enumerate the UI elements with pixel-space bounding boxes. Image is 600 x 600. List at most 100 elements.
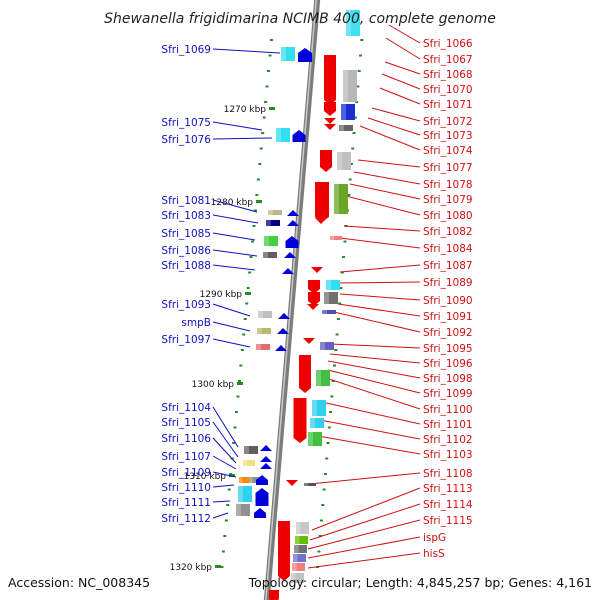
minor-tick (236, 395, 240, 398)
gene-feature-highlight (294, 545, 299, 553)
forward-gene-arrow (324, 102, 336, 116)
kbp-tick-layer: 1270 kbp 1280 kbp 1290 kbp 1300 kbp 1310 kbp… (170, 39, 364, 573)
forward-gene-arrow (324, 124, 336, 130)
minor-tick (349, 163, 353, 165)
forward-gene-label: Sfri_1115 (423, 515, 473, 527)
reverse-gene-label: Sfri_1104 (161, 402, 211, 414)
minor-tick (246, 287, 250, 289)
reverse-gene-arrow (278, 313, 290, 319)
minor-tick (335, 333, 339, 336)
minor-tick (353, 116, 357, 119)
reverse-gene-arrow (284, 252, 296, 258)
kbp-tick (229, 474, 235, 477)
forward-label-connector (307, 552, 421, 569)
minor-tick (232, 442, 236, 444)
kbp-label: 1310 kbp (184, 472, 227, 482)
forward-label-connector (337, 281, 421, 284)
forward-gene-label: Sfri_1114 (423, 499, 473, 511)
minor-tick (359, 54, 363, 57)
forward-gene-label: Sfri_1103 (423, 449, 473, 461)
minor-tick (245, 302, 249, 305)
gene-feature-highlight (295, 536, 300, 544)
reverse-label-connector (212, 199, 258, 213)
gene-feature-box (236, 504, 250, 516)
minor-tick (325, 457, 329, 460)
gene-feature-box (258, 311, 272, 318)
gene-feature-box (268, 210, 282, 215)
forward-label-connector (321, 401, 421, 425)
forward-gene-label: Sfri_1095 (423, 343, 473, 355)
reverse-label-connector (212, 455, 237, 470)
minor-tick (243, 318, 247, 320)
gene-feature-highlight (264, 236, 269, 246)
gene-feature-box (322, 310, 336, 314)
gene-feature-box (337, 152, 351, 170)
forward-gene-label: Sfri_1073 (423, 130, 473, 142)
minor-tick (360, 39, 364, 41)
gene-feature-box (293, 554, 306, 562)
minor-tick (240, 349, 244, 351)
reverse-gene-label: Sfri_1105 (161, 417, 211, 429)
minor-tick (262, 116, 266, 119)
forward-label-connector (371, 107, 421, 122)
gene-feature-highlight (346, 10, 351, 36)
minor-tick (234, 411, 238, 413)
kbp-tick (256, 200, 262, 203)
minor-tick (265, 85, 269, 88)
reverse-label-connector (212, 232, 256, 241)
minor-tick (253, 209, 257, 212)
forward-label-connector (357, 159, 421, 168)
gene-feature-highlight (324, 292, 329, 304)
reverse-gene-label: Sfri_1086 (161, 245, 211, 257)
minor-tick (221, 550, 225, 553)
forward-gene-label: Sfri_1078 (423, 179, 473, 191)
minor-tick (259, 147, 263, 150)
reverse-label-connector (212, 500, 231, 503)
forward-gene-label: Sfri_1067 (423, 54, 473, 66)
reverse-gene-label: Sfri_1085 (161, 228, 211, 240)
minor-tick (250, 240, 254, 243)
gene-feature-box (292, 563, 305, 571)
reverse-gene-arrow (256, 475, 268, 485)
minor-tick (264, 101, 268, 103)
reverse-label-connector (212, 471, 237, 478)
gene-feature-box (243, 460, 255, 466)
reverse-label-connector (212, 264, 256, 271)
reverse-label-connector (212, 48, 281, 54)
forward-gene-arrow (308, 280, 320, 294)
forward-label-connector (337, 303, 421, 317)
forward-gene-label: Sfri_1090 (423, 295, 473, 307)
gene-feature-box (291, 573, 304, 583)
forward-label-connector (388, 24, 421, 44)
minor-tick (242, 333, 246, 336)
reverse-gene-label: Sfri_1109 (161, 467, 211, 479)
reverse-gene-label: Sfri_1088 (161, 260, 211, 272)
gene-feature-box (244, 446, 258, 454)
kbp-label: 1270 kbp (224, 105, 267, 115)
gene-feature-highlight (258, 311, 263, 318)
forward-label-connector (343, 225, 421, 232)
kbp-tick (237, 382, 243, 385)
forward-gene-arrow (308, 292, 320, 306)
forward-label-connector (319, 419, 421, 440)
reverse-label-connector (212, 406, 239, 448)
forward-label-connector (309, 472, 421, 485)
forward-label-connector (367, 117, 421, 136)
forward-gene-label: Sfri_1101 (423, 419, 473, 431)
minor-tick (342, 256, 346, 258)
minor-tick (322, 488, 326, 491)
forward-gene-label: Sfri_1091 (423, 311, 473, 323)
gene-feature-highlight (341, 104, 346, 120)
forward-label-connector (353, 171, 421, 185)
minor-tick (329, 411, 333, 413)
reverse-label-connector (212, 338, 251, 348)
minor-tick (239, 364, 243, 367)
forward-gene-arrow (320, 150, 332, 172)
forward-label-connector (345, 195, 421, 216)
gene-feature-highlight (256, 344, 261, 350)
minor-tick (336, 318, 340, 320)
gene-feature-highlight (291, 573, 296, 583)
minor-tick (318, 535, 322, 537)
minor-tick (351, 147, 355, 150)
genome-title: Shewanella frigidimarina NCIMB 400, comp… (104, 11, 496, 27)
